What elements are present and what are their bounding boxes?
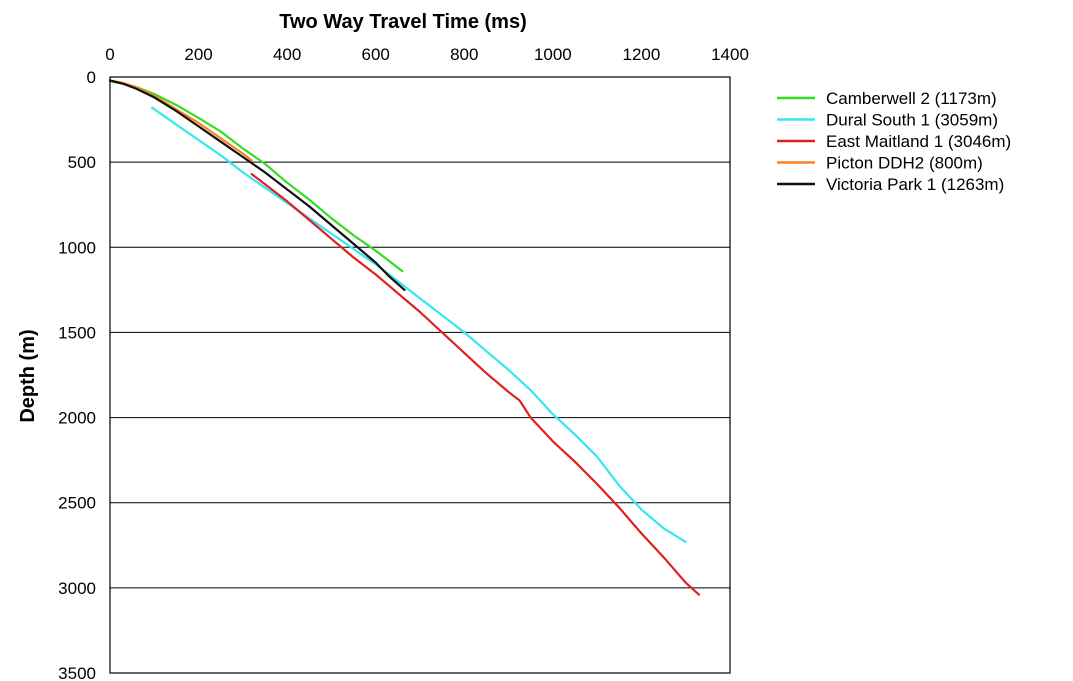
x-tick-label: 1400 [711, 45, 749, 64]
y-tick-label: 1500 [58, 323, 96, 342]
legend-label: Picton DDH2 (800m) [826, 154, 983, 173]
y-axis-title: Depth (m) [17, 329, 39, 422]
x-tick-label: 1000 [534, 45, 572, 64]
legend-label: Dural South 1 (3059m) [826, 111, 998, 130]
x-tick-label: 200 [184, 45, 212, 64]
x-tick-label: 0 [105, 45, 114, 64]
y-tick-label: 500 [68, 153, 96, 172]
y-tick-label: 3000 [58, 579, 96, 598]
y-tick-label: 2500 [58, 494, 96, 513]
y-tick-label: 1000 [58, 238, 96, 257]
x-axis-title: Two Way Travel Time (ms) [279, 11, 526, 33]
gridlines [110, 161, 730, 589]
series-line-1 [151, 106, 687, 544]
legend-label: East Maitland 1 (3046m) [826, 132, 1011, 151]
series-line-4 [108, 79, 406, 291]
x-tick-label: 400 [273, 45, 301, 64]
x-tick-labels: 0 200 400 600 800 1000 1200 1400 [105, 45, 749, 64]
x-tick-label: 800 [450, 45, 478, 64]
y-tick-labels: 0 500 1000 1500 2000 2500 3000 3500 [58, 68, 96, 681]
series-line-2 [250, 173, 701, 596]
legend-label: Camberwell 2 (1173m) [826, 89, 997, 108]
y-tick-label: 2000 [58, 409, 96, 428]
x-tick-label: 1200 [623, 45, 661, 64]
y-tick-label: 3500 [58, 664, 96, 681]
series-lines [108, 79, 701, 596]
x-tick-label: 600 [362, 45, 390, 64]
plot-frame [109, 76, 731, 674]
y-tick-label: 0 [87, 68, 96, 87]
legend: Camberwell 2 (1173m) Dural South 1 (3059m… [777, 89, 1011, 194]
legend-label: Victoria Park 1 (1263m) [826, 175, 1004, 194]
